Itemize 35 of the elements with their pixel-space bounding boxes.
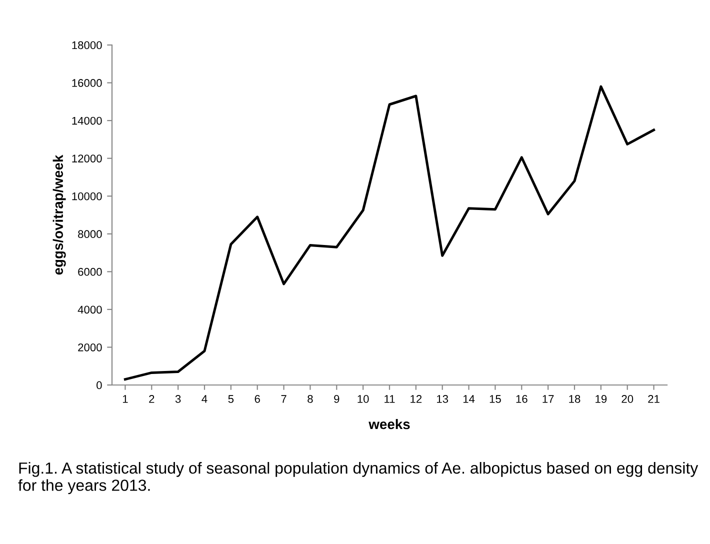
caption: Fig.1. A statistical study of seasonal population dynamics of Ae. albopictus based on egg density for the years 2013. bbox=[18, 462, 698, 494]
x-tick-label: 11 bbox=[384, 395, 395, 403]
x-tick-label: 13 bbox=[437, 395, 448, 403]
y-tick-label: 14000 bbox=[72, 116, 102, 125]
line-series bbox=[124, 85, 656, 381]
x-tick-label: 10 bbox=[358, 395, 369, 403]
y-tick-label: 6000 bbox=[78, 268, 102, 276]
x-tick-label: 14 bbox=[463, 395, 475, 403]
x-tick-label: 4 bbox=[202, 395, 208, 403]
x-tick-label: 21 bbox=[648, 395, 660, 403]
x-tick-label: 5 bbox=[228, 395, 234, 403]
x-tick-label: 2 bbox=[149, 395, 154, 403]
x-tick-label: 17 bbox=[542, 395, 554, 403]
y-tick-label: 0 bbox=[96, 381, 102, 390]
x-tick-label: 19 bbox=[596, 395, 607, 403]
x-tick-label: 3 bbox=[175, 395, 181, 403]
x-tick-label: 8 bbox=[308, 395, 313, 403]
x-tick-label: 12 bbox=[410, 395, 422, 403]
x-tick-label: 7 bbox=[281, 395, 286, 403]
y-tick-label: 8000 bbox=[78, 230, 102, 238]
y-tick-label: 2000 bbox=[78, 343, 102, 352]
x-tick-label: 18 bbox=[569, 395, 580, 403]
y-tick-label: 12000 bbox=[72, 154, 102, 162]
x-tick-label: 6 bbox=[254, 395, 260, 403]
x-tick-label: 16 bbox=[516, 395, 528, 403]
y-tick-label: 16000 bbox=[72, 79, 102, 87]
y-tick-label: 4000 bbox=[78, 306, 102, 314]
y-tick-label: 18000 bbox=[72, 41, 102, 50]
y-tick-label: 10000 bbox=[72, 192, 102, 200]
x-tick-label: 20 bbox=[622, 395, 634, 403]
x-axis-title: weeks bbox=[368, 418, 410, 430]
y-axis-title: eggs/ovitrap/week bbox=[52, 154, 66, 275]
x-tick-label: 1 bbox=[122, 395, 128, 403]
x-tick-label: 9 bbox=[334, 395, 340, 403]
x-tick-label: 15 bbox=[490, 395, 501, 403]
